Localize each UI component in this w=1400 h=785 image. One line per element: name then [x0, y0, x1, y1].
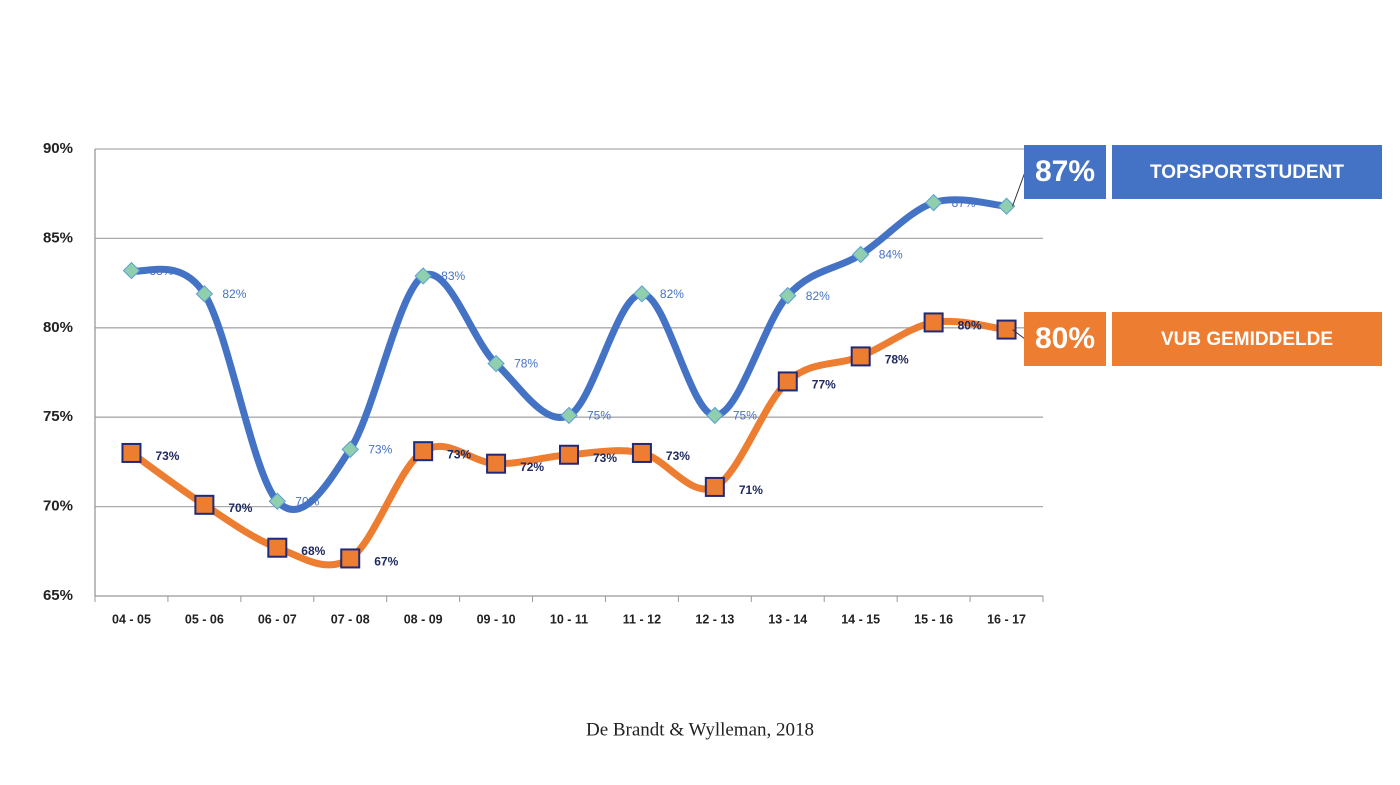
data-label: 68%: [301, 544, 325, 558]
callout-value: 80%: [1035, 322, 1095, 355]
y-tick-label: 70%: [43, 498, 73, 515]
data-label: 78%: [514, 357, 538, 371]
data-label: 83%: [441, 269, 465, 283]
data-label: 72%: [520, 460, 544, 474]
marker: [706, 406, 724, 425]
y-tick-label: 65%: [43, 587, 73, 604]
data-label: 83%: [149, 264, 173, 278]
legend-box: [1112, 312, 1382, 366]
marker: [268, 492, 287, 510]
legend-label: VUB GEMIDDELDE: [1161, 329, 1333, 350]
marker: [924, 193, 943, 212]
callout-box: [1024, 145, 1106, 199]
marker: [121, 442, 142, 463]
series-line: [127, 317, 1011, 569]
data-label: 73%: [666, 449, 690, 463]
marker: [996, 319, 1017, 340]
data-label: 84%: [879, 248, 903, 262]
marker: [777, 371, 798, 392]
data-label: 75%: [733, 409, 757, 423]
x-tick-label: 15 - 16: [914, 612, 953, 626]
y-tick-label: 90%: [43, 140, 73, 157]
marker: [195, 285, 214, 303]
x-tick-label: 08 - 09: [404, 612, 443, 626]
data-label: 75%: [587, 409, 611, 423]
marker: [414, 267, 432, 285]
marker: [631, 442, 652, 463]
x-tick-label: 13 - 14: [768, 612, 807, 626]
marker: [559, 444, 579, 465]
x-tick-label: 11 - 12: [623, 612, 661, 626]
marker: [997, 197, 1016, 215]
x-tick-label: 09 - 10: [477, 612, 516, 626]
data-label: 73%: [447, 447, 471, 461]
marker: [633, 285, 651, 303]
legend-label: TOPSPORTSTUDENT: [1150, 162, 1344, 183]
data-label: 67%: [374, 555, 398, 569]
x-tick-label: 06 - 07: [258, 612, 297, 626]
marker: [267, 537, 288, 558]
marker: [487, 354, 505, 373]
marker: [850, 346, 871, 367]
marker: [923, 312, 944, 333]
x-tick-label: 16 - 17: [987, 612, 1026, 626]
data-label: 71%: [739, 483, 763, 497]
legend-box: [1112, 145, 1382, 199]
marker: [340, 548, 361, 569]
source: De Brandt & Wylleman, 2018: [586, 719, 814, 740]
callout-value: 87%: [1035, 155, 1095, 188]
data-label: 73%: [155, 449, 179, 463]
marker: [779, 286, 797, 305]
x-tick-label: 05 - 06: [185, 612, 224, 626]
callout-line: [1012, 171, 1026, 207]
data-label: 82%: [660, 287, 684, 301]
data-label: 82%: [222, 287, 246, 301]
data-label: 73%: [368, 443, 392, 457]
data-label: 70%: [295, 494, 319, 508]
callout-box: [1024, 312, 1106, 366]
x-tick-label: 14 - 15: [841, 612, 880, 626]
data-label: 73%: [593, 451, 617, 465]
data-label: 70%: [228, 501, 252, 515]
x-tick-label: 04 - 05: [112, 612, 151, 626]
marker: [851, 245, 870, 264]
data-label: 82%: [806, 289, 830, 303]
marker: [486, 453, 507, 474]
data-label: 87%: [952, 196, 976, 210]
marker: [413, 441, 434, 462]
callout-line: [1012, 329, 1026, 340]
y-tick-label: 85%: [43, 229, 73, 246]
x-tick-label: 07 - 08: [331, 612, 370, 626]
marker: [560, 406, 578, 425]
marker: [122, 261, 141, 280]
x-tick-label: 10 - 11: [550, 612, 588, 626]
x-tick-label: 12 - 13: [695, 612, 734, 626]
data-label: 77%: [812, 378, 836, 392]
data-label: 80%: [958, 319, 982, 333]
y-tick-label: 75%: [43, 408, 73, 425]
data-label: 78%: [885, 353, 909, 367]
marker: [194, 494, 215, 515]
marker: [704, 476, 725, 497]
y-tick-label: 80%: [43, 319, 73, 336]
marker: [341, 440, 359, 459]
